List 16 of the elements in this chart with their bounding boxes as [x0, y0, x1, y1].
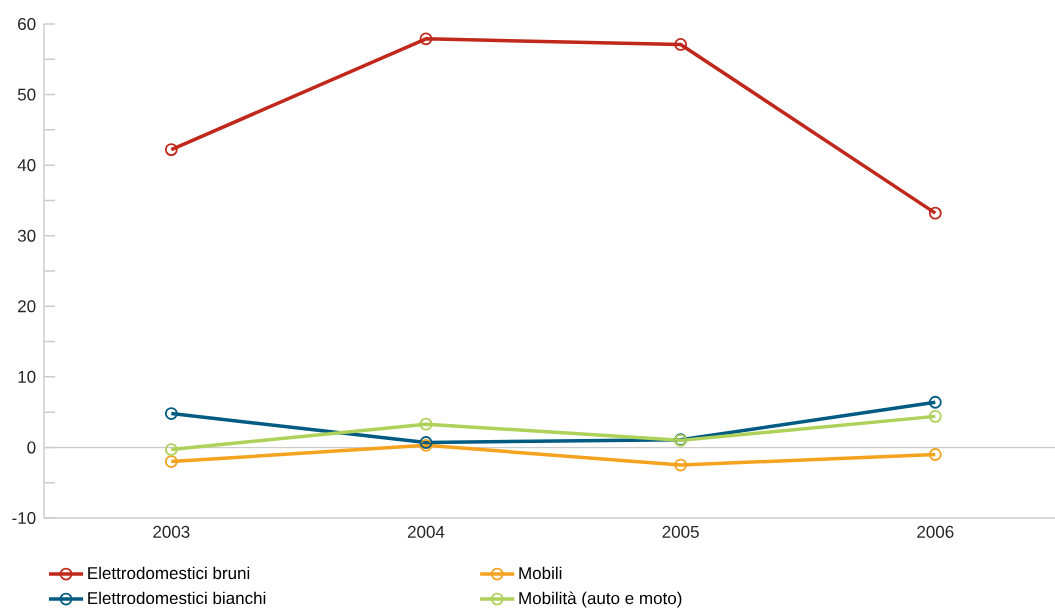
x-tick-label: 2006	[917, 525, 954, 538]
legend-label: Elettrodomestici bruni	[88, 566, 250, 580]
y-tick-label: 40	[17, 159, 36, 172]
y-tick-label: 10	[18, 370, 36, 383]
x-tick-label: 2004	[407, 525, 445, 538]
y-tick-label: 0	[27, 441, 36, 454]
y-tick-label: 60	[18, 17, 36, 31]
legend-label: Mobili	[519, 566, 562, 580]
x-tick-label: 2003	[153, 525, 190, 538]
legend-label: Mobilità (auto e moto)	[519, 591, 682, 608]
x-tick-label: 2005	[662, 525, 699, 538]
legend-label: Elettrodomestici bianchi	[88, 591, 266, 605]
y-tick-label: -10	[12, 511, 36, 525]
y-tick-label: 30	[17, 229, 36, 242]
y-tick-label: 20	[18, 300, 36, 313]
y-tick-label: 50	[17, 88, 36, 101]
